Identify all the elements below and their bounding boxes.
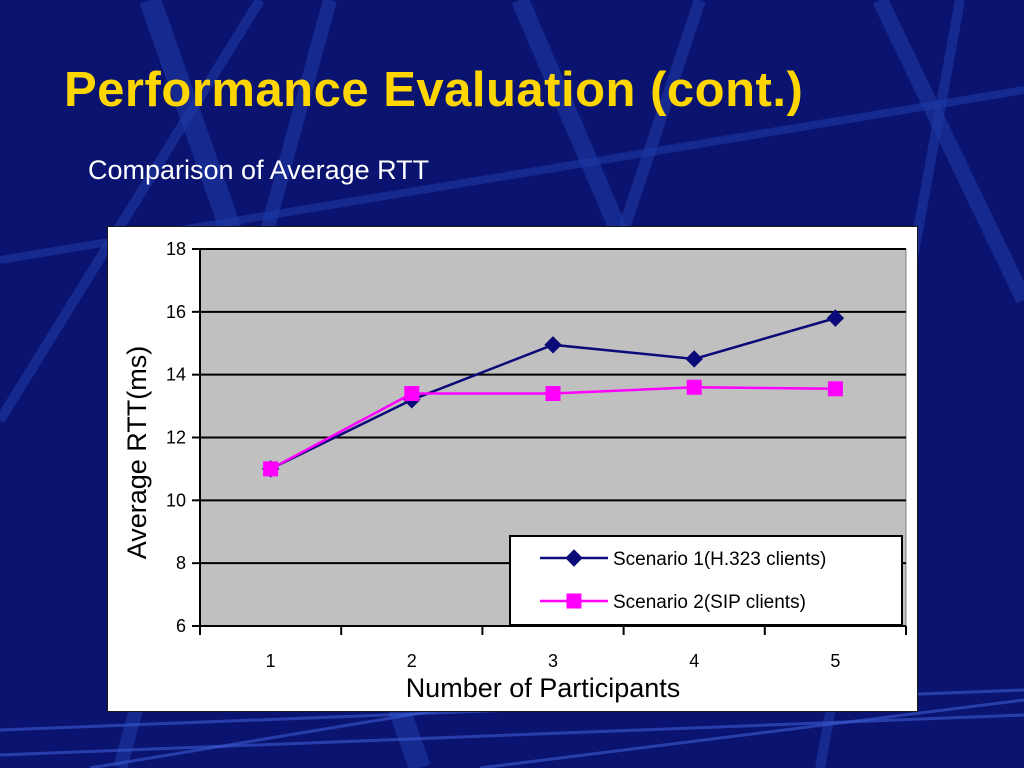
slide-subtitle: Comparison of Average RTT xyxy=(88,155,430,185)
series-1-point xyxy=(544,336,562,354)
slide-title: Performance Evaluation (cont.) xyxy=(64,63,804,117)
x-tick-label: 4 xyxy=(689,651,699,671)
y-tick-label: 12 xyxy=(166,428,186,448)
x-tick-label: 2 xyxy=(407,651,417,671)
y-tick-label: 16 xyxy=(166,302,186,322)
y-tick-label: 14 xyxy=(166,365,186,385)
y-tick-label: 8 xyxy=(176,553,186,573)
x-tick-label: 5 xyxy=(830,651,840,671)
series-2-point xyxy=(686,379,702,395)
x-axis-title: Number of Participants xyxy=(406,673,681,703)
series-2-point xyxy=(404,386,420,402)
y-tick-label: 10 xyxy=(166,490,186,510)
series-1-point xyxy=(685,350,703,368)
series-1-point xyxy=(826,309,845,327)
legend: Scenario 1(H.323 clients) Scenario 2(SIP … xyxy=(509,535,903,626)
series-2-point xyxy=(263,461,279,477)
series-2 xyxy=(263,379,843,477)
chart-panel: 6 8 10 12 14 16 18 1 2 3 4 5 Number of Participants A… xyxy=(107,226,918,712)
legend-label: Scenario 1(H.323 clients) xyxy=(613,549,826,570)
y-tick-label: 18 xyxy=(166,239,186,259)
y-tick-label: 6 xyxy=(176,616,186,636)
y-axis-title: Average RTT(ms) xyxy=(122,346,152,560)
legend-label: Scenario 2(SIP clients) xyxy=(613,592,806,613)
x-tick-label: 3 xyxy=(548,651,558,671)
legend-marker xyxy=(565,549,583,567)
legend-marker xyxy=(566,593,582,609)
series-2-point xyxy=(545,386,561,402)
series-2-point xyxy=(827,381,843,397)
x-tick-label: 1 xyxy=(266,651,276,671)
